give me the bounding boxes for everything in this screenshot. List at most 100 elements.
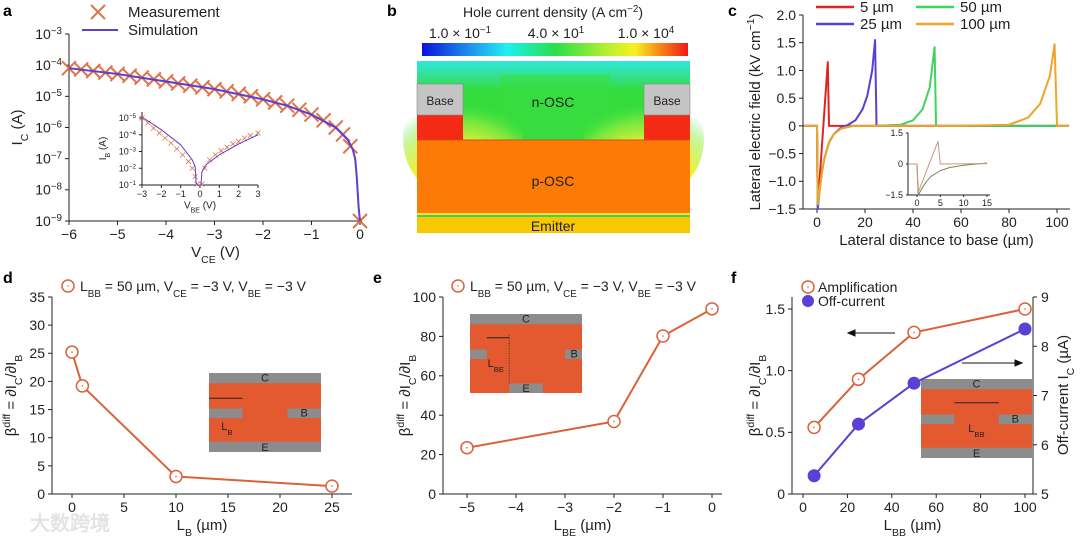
amplification-marker-dot bbox=[857, 378, 860, 381]
offcurrent-marker bbox=[807, 469, 821, 483]
legend-measurement-marker bbox=[90, 4, 106, 20]
colorbar-title: Hole current density (A cm−2) bbox=[463, 4, 643, 21]
y-tick-label: 10−1 bbox=[119, 180, 137, 191]
x-tick-label: 40 bbox=[905, 214, 921, 230]
schematic-emitter bbox=[509, 383, 543, 393]
x-tick-label: −1 bbox=[655, 499, 671, 515]
y-tick-label: 0.5 bbox=[777, 90, 797, 106]
x-tick-label: 20 bbox=[272, 499, 288, 515]
y-tick-label: 10−4 bbox=[35, 57, 62, 74]
x-tick-label: −4 bbox=[508, 499, 524, 515]
x-tick-label: 5 bbox=[120, 499, 128, 515]
right-y-tick-label: 9 bbox=[1041, 289, 1049, 305]
watermark: 大数跨境 bbox=[30, 511, 110, 535]
y-tick-label: 10−5 bbox=[35, 88, 62, 105]
legend-label: 5 µm bbox=[860, 0, 894, 16]
y-tick-label: 10−6 bbox=[35, 119, 62, 136]
x-tick-label: 3 bbox=[255, 189, 260, 199]
y-tick-label: 10−5 bbox=[119, 113, 137, 124]
beta-marker-dot bbox=[613, 420, 615, 423]
schematic-label-c: C bbox=[973, 379, 981, 391]
x-axis-label: VCE (V) bbox=[191, 244, 240, 266]
inset-measurement-marker bbox=[199, 181, 205, 187]
amplification-marker-dot bbox=[913, 331, 915, 334]
y-tick-label: 0 bbox=[37, 486, 45, 502]
y-tick-label: 40 bbox=[420, 407, 436, 423]
panel-label-c: c bbox=[728, 3, 737, 20]
schematic-base-right bbox=[565, 349, 582, 360]
y-tick-label: 2.0 bbox=[777, 7, 797, 23]
schematic-dim-label: LBE bbox=[488, 358, 504, 374]
right-y-tick-label: 8 bbox=[1041, 338, 1049, 354]
inset-measurement-marker bbox=[255, 130, 261, 136]
panel-label-a: a bbox=[3, 3, 12, 20]
right-y-tick-label: 6 bbox=[1041, 437, 1049, 453]
beta-marker-dot bbox=[175, 475, 177, 478]
x-tick-label: 80 bbox=[973, 499, 989, 515]
y-tick-label: 60 bbox=[420, 368, 436, 384]
x-tick-label: 1 bbox=[217, 189, 222, 199]
panel-label-b: b bbox=[387, 3, 397, 20]
legend-marker-dot bbox=[457, 285, 459, 287]
legend-amplification-label: Amplification bbox=[818, 279, 897, 295]
emitter-label: Emitter bbox=[531, 218, 576, 234]
schematic-collector bbox=[209, 373, 321, 384]
y-tick-label: 1.5 bbox=[890, 128, 903, 138]
colorbar bbox=[422, 43, 688, 56]
beta-marker-dot bbox=[466, 446, 468, 449]
y-tick-label: 1.5 bbox=[766, 301, 786, 317]
inset-measurement-marker bbox=[156, 130, 163, 136]
x-tick-label: 100 bbox=[1045, 214, 1069, 230]
x-tick-label: 25 bbox=[324, 499, 340, 515]
x-tick-label: 15 bbox=[220, 499, 236, 515]
schematic-dim-label: LBB bbox=[968, 423, 984, 439]
legend-offcurrent-marker bbox=[802, 295, 814, 307]
y-tick-label: 1.5 bbox=[777, 35, 797, 51]
beta-marker-dot bbox=[662, 335, 664, 337]
legend-simulation-label: Simulation bbox=[128, 22, 198, 39]
x-tick-label: 0 bbox=[68, 499, 76, 515]
offcurrent-marker bbox=[1018, 322, 1032, 336]
beta-marker-dot bbox=[711, 308, 713, 310]
x-tick-label: 0 bbox=[708, 499, 716, 515]
inset-measurement-marker bbox=[168, 140, 174, 146]
n-osc-label: n-OSC bbox=[532, 94, 575, 110]
y-tick-label: 35 bbox=[29, 289, 45, 305]
schematic-label-b: B bbox=[570, 349, 577, 361]
legend-label: LBB = 50 µm, VCE = −3 V, VBE = −3 V bbox=[80, 278, 307, 300]
y-tick-label: 0 bbox=[777, 486, 785, 502]
right-y-axis-label: Off-current IC (µA) bbox=[1055, 335, 1077, 455]
x-tick-label: 0 bbox=[813, 214, 821, 230]
red-under-base-right bbox=[644, 115, 690, 140]
y-tick-label: −0.5 bbox=[768, 145, 796, 161]
y-tick-label: 0 bbox=[788, 118, 796, 134]
schematic-base-left bbox=[209, 408, 243, 419]
x-tick-label: 10 bbox=[959, 198, 969, 208]
schematic-dim-label: LB bbox=[221, 421, 232, 437]
schematic-emitter bbox=[209, 441, 321, 452]
panel-b bbox=[403, 43, 704, 233]
y-tick-label: −1.5 bbox=[768, 201, 796, 217]
x-tick-label: −4 bbox=[158, 226, 174, 242]
x-tick-label: 20 bbox=[857, 214, 873, 230]
left-axis-arrow bbox=[846, 329, 895, 337]
x-tick-label: −3 bbox=[137, 189, 147, 199]
inset-measurement-marker bbox=[224, 144, 230, 151]
y-tick-label: 100 bbox=[413, 289, 437, 305]
x-axis-label: VBE (V) bbox=[184, 201, 216, 215]
x-tick-label: 20 bbox=[840, 499, 856, 515]
schematic-body bbox=[470, 314, 582, 393]
schematic-label-e: E bbox=[522, 383, 529, 395]
base-left-label: Base bbox=[426, 94, 454, 108]
inset-measurement-marker bbox=[162, 135, 168, 141]
x-tick-label: 0 bbox=[356, 226, 364, 242]
y-tick-label: −1.0 bbox=[768, 173, 796, 189]
y-tick-label: 10−3 bbox=[119, 146, 137, 157]
amplification-line bbox=[813, 308, 1026, 429]
inset-measurement-marker bbox=[206, 157, 213, 163]
x-tick-label: 0 bbox=[197, 189, 202, 199]
x-tick-label: −3 bbox=[557, 499, 573, 515]
y-tick-label: 5 bbox=[37, 458, 45, 474]
legend-label: 25 µm bbox=[860, 16, 902, 33]
